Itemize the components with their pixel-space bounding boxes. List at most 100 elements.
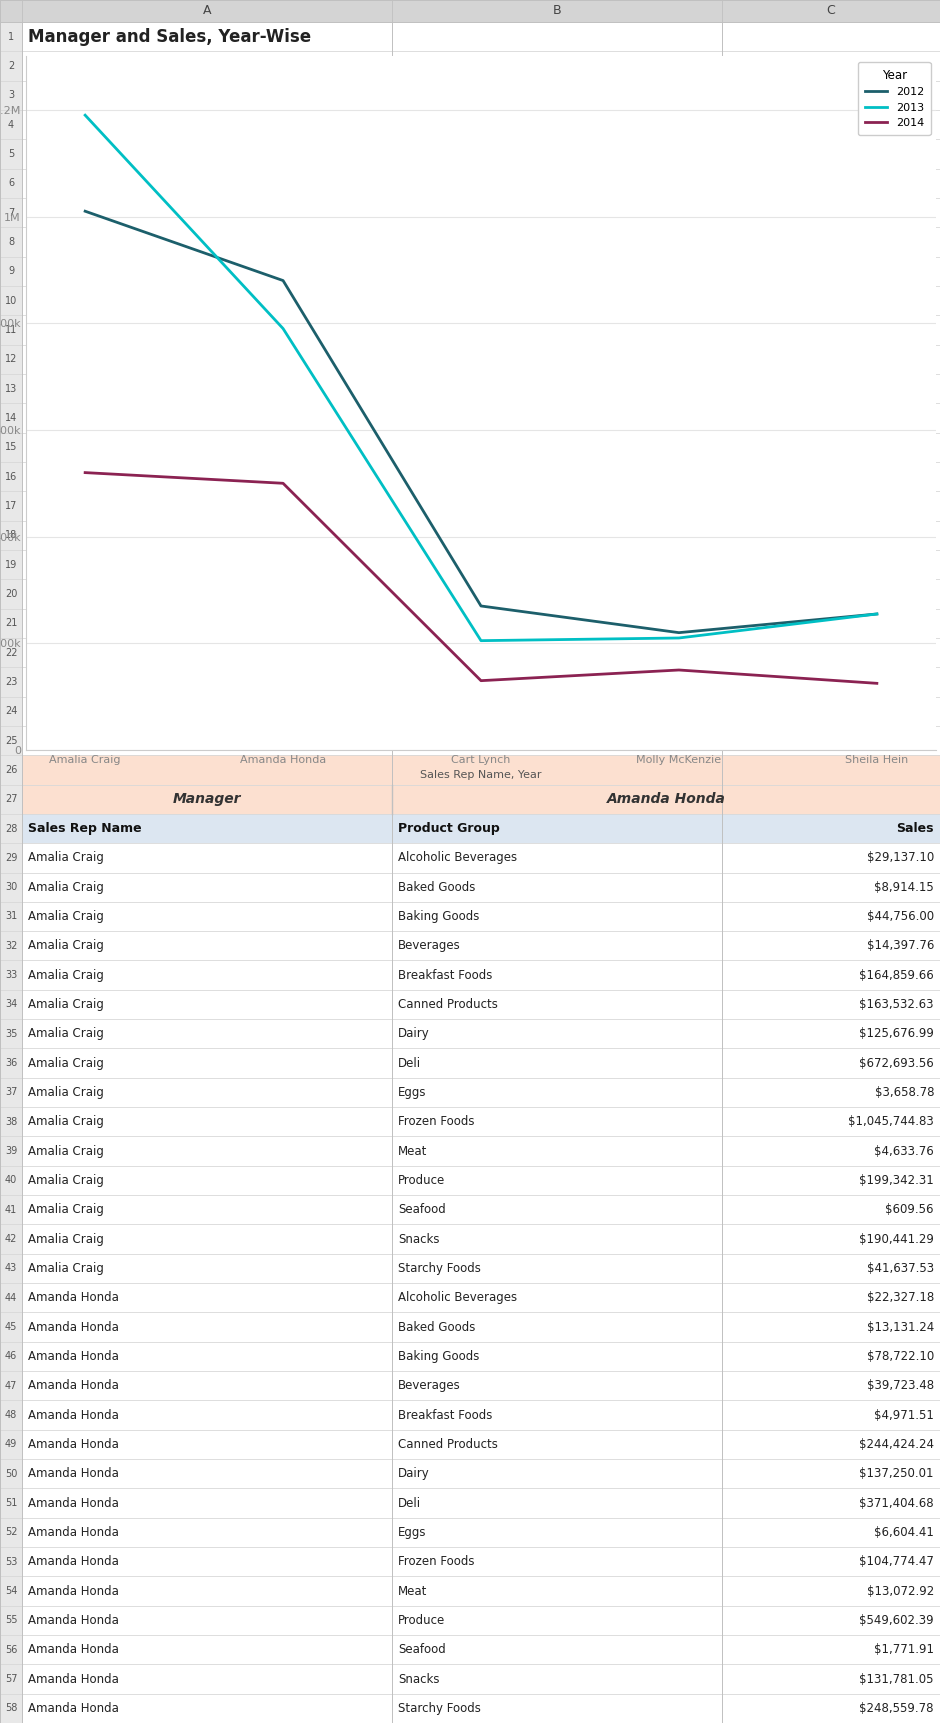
Bar (22, 81, 392, 110)
Line: 2013: 2013 (86, 115, 877, 641)
Bar (22, 608, 392, 638)
Bar (0, 1313, 22, 1342)
Text: Amanda Honda: Amanda Honda (28, 1702, 118, 1714)
Text: Amanda Honda: Amanda Honda (28, 1556, 118, 1568)
Bar (722, 1313, 940, 1342)
Text: 15: 15 (5, 443, 17, 451)
2012 (673, 622, 684, 643)
Bar (22, 1664, 392, 1694)
Text: 4: 4 (8, 119, 14, 129)
Text: Amalia Craig: Amalia Craig (28, 1261, 104, 1275)
Text: $41,637.53: $41,637.53 (867, 1261, 934, 1275)
Bar (0, 81, 22, 110)
Bar (392, 1664, 722, 1694)
Text: $549,602.39: $549,602.39 (859, 1614, 934, 1627)
Text: 52: 52 (5, 1527, 17, 1537)
Bar (722, 1577, 940, 1606)
Bar (0, 462, 22, 491)
2013 (80, 105, 91, 126)
Text: 49: 49 (5, 1439, 17, 1449)
Bar (0, 843, 22, 872)
Line: 2012: 2012 (86, 212, 877, 632)
Bar (22, 1166, 392, 1196)
Bar (22, 989, 392, 1018)
Bar (0, 930, 22, 960)
Text: 39: 39 (5, 1146, 17, 1156)
Bar (392, 1694, 722, 1723)
Text: 24: 24 (5, 706, 17, 717)
Text: Beverages: Beverages (398, 939, 461, 953)
Text: Baked Goods: Baked Goods (398, 880, 476, 894)
Bar (722, 872, 940, 901)
Text: Amanda Honda: Amanda Honda (28, 1614, 118, 1627)
Bar (0, 667, 22, 696)
Bar (0, 1284, 22, 1313)
Bar (722, 1606, 940, 1635)
Bar (392, 1459, 722, 1489)
Bar (392, 345, 722, 374)
Text: Seafood: Seafood (398, 1644, 446, 1656)
Bar (722, 1225, 940, 1254)
Bar (392, 579, 722, 608)
Text: $13,131.24: $13,131.24 (867, 1320, 934, 1334)
Text: 40: 40 (5, 1175, 17, 1185)
Bar (392, 1196, 722, 1225)
Bar (392, 901, 722, 930)
Text: 57: 57 (5, 1675, 17, 1683)
Bar (22, 1284, 392, 1313)
Text: Amalia Craig: Amalia Craig (28, 1144, 104, 1158)
Text: Produce: Produce (398, 1614, 446, 1627)
Text: Amanda Honda: Amanda Honda (28, 1320, 118, 1334)
Bar (722, 1284, 940, 1313)
Text: Alcoholic Beverages: Alcoholic Beverages (398, 1291, 517, 1304)
Bar (0, 22, 22, 52)
Bar (0, 198, 22, 227)
Bar (392, 784, 722, 813)
Bar (22, 403, 392, 432)
Bar (22, 1342, 392, 1372)
Bar (392, 432, 722, 462)
Bar (22, 52, 392, 81)
Text: Frozen Foods: Frozen Foods (398, 1556, 475, 1568)
Bar (392, 140, 722, 169)
Text: $164,859.66: $164,859.66 (859, 968, 934, 982)
Text: Eggs: Eggs (398, 1527, 427, 1539)
Bar (722, 843, 940, 872)
Bar (22, 1108, 392, 1137)
Text: Produce: Produce (398, 1173, 446, 1187)
Bar (722, 1430, 940, 1459)
Bar (0, 1018, 22, 1049)
Text: $3,658.78: $3,658.78 (874, 1085, 934, 1099)
Text: 26: 26 (5, 765, 17, 775)
Bar (722, 1049, 940, 1079)
Text: $29,137.10: $29,137.10 (867, 851, 934, 865)
Text: Alcoholic Beverages: Alcoholic Beverages (398, 851, 517, 865)
Text: Baked Goods: Baked Goods (398, 1320, 476, 1334)
Bar (22, 1401, 392, 1430)
Bar (0, 345, 22, 374)
Bar (0, 1401, 22, 1430)
Text: Sales Rep Name: Sales Rep Name (28, 822, 142, 836)
Bar (22, 1606, 392, 1635)
Text: 14: 14 (5, 414, 17, 422)
Text: Amalia Craig: Amalia Craig (28, 1085, 104, 1099)
Text: Amalia Craig: Amalia Craig (28, 880, 104, 894)
Bar (22, 0, 392, 22)
2014 (673, 660, 684, 681)
Bar (22, 579, 392, 608)
Text: 32: 32 (5, 941, 17, 951)
Text: Deli: Deli (398, 1497, 421, 1509)
Bar (722, 1664, 940, 1694)
Bar (722, 403, 940, 432)
Bar (392, 1225, 722, 1254)
Text: A: A (203, 5, 212, 17)
Bar (22, 374, 392, 403)
Text: 30: 30 (5, 882, 17, 893)
Bar (722, 140, 940, 169)
Text: Amanda Honda: Amanda Honda (28, 1644, 118, 1656)
2012 (476, 596, 487, 617)
Text: $190,441.29: $190,441.29 (859, 1232, 934, 1246)
Bar (392, 374, 722, 403)
Bar (22, 930, 392, 960)
Bar (722, 345, 940, 374)
